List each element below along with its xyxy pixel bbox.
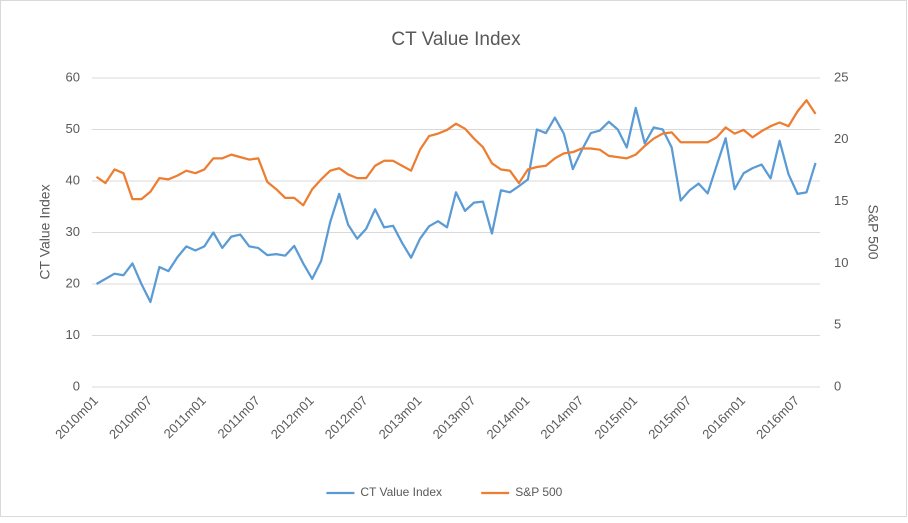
series-line <box>95 99 817 207</box>
y-tick-label: 20 <box>66 275 80 290</box>
legend-label: S&P 500 <box>515 485 562 499</box>
chart-title: CT Value Index <box>391 29 521 50</box>
y2-tick-label: 10 <box>834 255 848 270</box>
y-tick-label: 0 <box>73 378 80 393</box>
y-tick-label: 50 <box>66 121 80 136</box>
y2-tick-label: 5 <box>834 317 841 332</box>
series-line <box>95 106 817 304</box>
y-tick-label: 40 <box>66 172 80 187</box>
y2-axis-label: S&P 500 <box>865 204 881 259</box>
y-tick-label: 30 <box>66 224 80 239</box>
y2-tick-label: 20 <box>834 131 848 146</box>
legend-label: CT Value Index <box>360 485 442 499</box>
y2-tick-label: 25 <box>834 69 848 84</box>
y-tick-label: 10 <box>66 327 80 342</box>
y2-tick-label: 0 <box>834 378 841 393</box>
y-tick-label: 60 <box>66 69 80 84</box>
y2-tick-label: 15 <box>834 193 848 208</box>
y-axis-label: CT Value Index <box>37 184 53 279</box>
